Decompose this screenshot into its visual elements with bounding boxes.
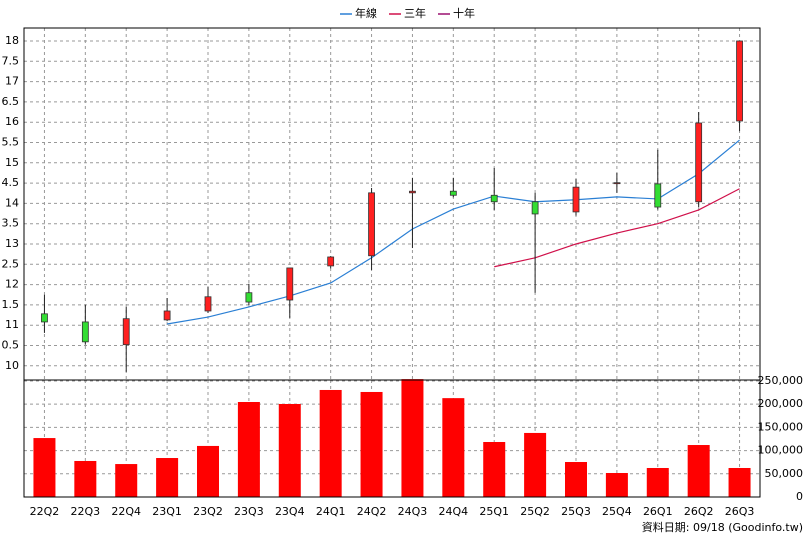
y-tick-label: 14: [5, 196, 19, 209]
bar: [565, 462, 587, 497]
x-tick-label: 22Q4: [111, 505, 141, 518]
candle-body: [122, 318, 130, 346]
y-tick-label: 10: [5, 359, 19, 372]
y-tick-label: 15: [5, 156, 19, 169]
bar: [319, 389, 342, 497]
y-tick-label: 12: [5, 278, 19, 291]
x-tick-label: 25Q2: [520, 505, 550, 518]
x-tick-label: 23Q1: [152, 505, 182, 518]
x-tick-label: 25Q1: [479, 505, 509, 518]
y-tick-label: 4.5: [2, 176, 20, 189]
candle-body: [531, 201, 539, 215]
candle-body: [449, 190, 457, 196]
x-tick-label: 22Q3: [71, 505, 101, 518]
bar: [524, 432, 547, 497]
candle-body: [736, 40, 743, 122]
bar: [401, 379, 424, 497]
y-tick-label: 50,000: [765, 467, 804, 480]
candle-body: [409, 190, 416, 194]
bar: [197, 445, 219, 497]
x-tick-label: 23Q3: [234, 505, 264, 518]
bar: [278, 403, 301, 497]
bar: [360, 391, 383, 497]
candle-body: [286, 267, 294, 301]
y-tick-label: 100,000: [758, 444, 804, 457]
x-tick-label: 26Q1: [643, 505, 673, 518]
x-tick-label: 23Q2: [193, 505, 223, 518]
y-tick-label: 17: [5, 75, 19, 88]
bar: [156, 458, 179, 497]
x-tick-label: 24Q3: [398, 505, 428, 518]
candle-body: [327, 256, 335, 267]
y-tick-label: 0: [796, 490, 803, 503]
bar: [442, 398, 465, 497]
line-series: [167, 139, 740, 325]
candle-body: [368, 192, 375, 257]
x-tick-label: 25Q3: [561, 505, 591, 518]
y-tick-label: 13: [5, 237, 19, 250]
bar: [728, 467, 751, 497]
y-tick-label: 5.5: [2, 135, 20, 148]
candle-body: [613, 182, 621, 185]
bar: [115, 464, 138, 497]
bar: [483, 442, 506, 497]
y-tick-label: 7.5: [2, 54, 20, 67]
legend-label: 三年: [404, 6, 426, 20]
x-tick-label: 24Q2: [357, 505, 387, 518]
x-tick-label: 23Q4: [275, 505, 305, 518]
candle-body: [654, 183, 662, 208]
x-tick-label: 22Q2: [30, 505, 60, 518]
bar: [687, 445, 710, 497]
plot-frame: [23, 379, 761, 498]
candle-body: [163, 310, 171, 321]
y-tick-label: 150,000: [758, 420, 804, 433]
bar: [74, 460, 97, 497]
candle-body: [695, 122, 703, 203]
bar: [237, 401, 260, 497]
y-tick-label: 2.5: [2, 257, 20, 270]
y-tick-label: 11: [5, 318, 19, 331]
y-tick-label: 250,000: [758, 374, 804, 387]
y-tick-label: 3.5: [2, 217, 20, 230]
y-tick-label: 200,000: [758, 397, 804, 410]
bar: [33, 438, 56, 497]
y-tick-label: 18: [5, 34, 19, 47]
y-tick-label: 1.5: [2, 298, 20, 311]
bar: [605, 473, 628, 497]
legend-label: 十年: [453, 6, 475, 20]
y-tick-label: 16: [5, 115, 19, 128]
y-tick-label: 0.5: [2, 338, 20, 351]
candle-body: [572, 186, 580, 213]
candle-body: [490, 194, 498, 203]
x-tick-label: 24Q1: [316, 505, 346, 518]
x-tick-label: 26Q2: [684, 505, 714, 518]
x-tick-label: 26Q3: [725, 505, 755, 518]
x-tick-label: 24Q4: [439, 505, 469, 518]
footer: 資料日期: 09/18 (Goodinfo.tw): [642, 520, 803, 534]
bar: [646, 467, 669, 497]
y-tick-label: 6.5: [2, 95, 20, 108]
candle-body: [41, 313, 48, 323]
x-tick-label: 25Q4: [602, 505, 632, 518]
candle-body: [204, 296, 212, 312]
legend-label: 年線: [355, 6, 377, 20]
candle-body: [245, 292, 253, 303]
candle-body: [81, 321, 89, 343]
